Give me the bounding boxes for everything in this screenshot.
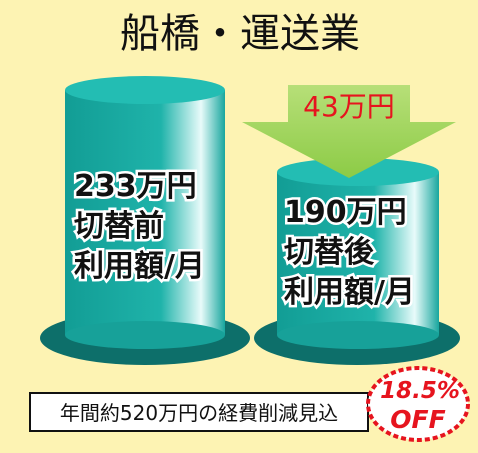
badge-percent: 18.5% (380, 378, 460, 404)
badge-off: OFF (390, 405, 445, 434)
amount: 190万円 (284, 195, 407, 230)
label: 利用額/月 (74, 249, 205, 284)
title: 船橋・運送業 (120, 11, 360, 57)
footer-text: 年間約520万円の経費削減見込 (60, 401, 338, 425)
cylinder-top (65, 76, 225, 104)
amount: 233万円 (74, 169, 197, 204)
cylinder-bottom (65, 321, 225, 349)
cylinder-bottom (277, 321, 439, 349)
page: 船橋・運送業 233万円 切替前 利用額/月 190万円 切替後 利用額/月 4… (0, 0, 478, 453)
reduction: 43万円 (303, 90, 395, 123)
label: 切替前 (74, 209, 164, 244)
infographic: 船橋・運送業 233万円 切替前 利用額/月 190万円 切替後 利用額/月 4… (0, 0, 478, 453)
label: 切替後 (284, 235, 375, 270)
label: 利用額/月 (284, 275, 415, 310)
